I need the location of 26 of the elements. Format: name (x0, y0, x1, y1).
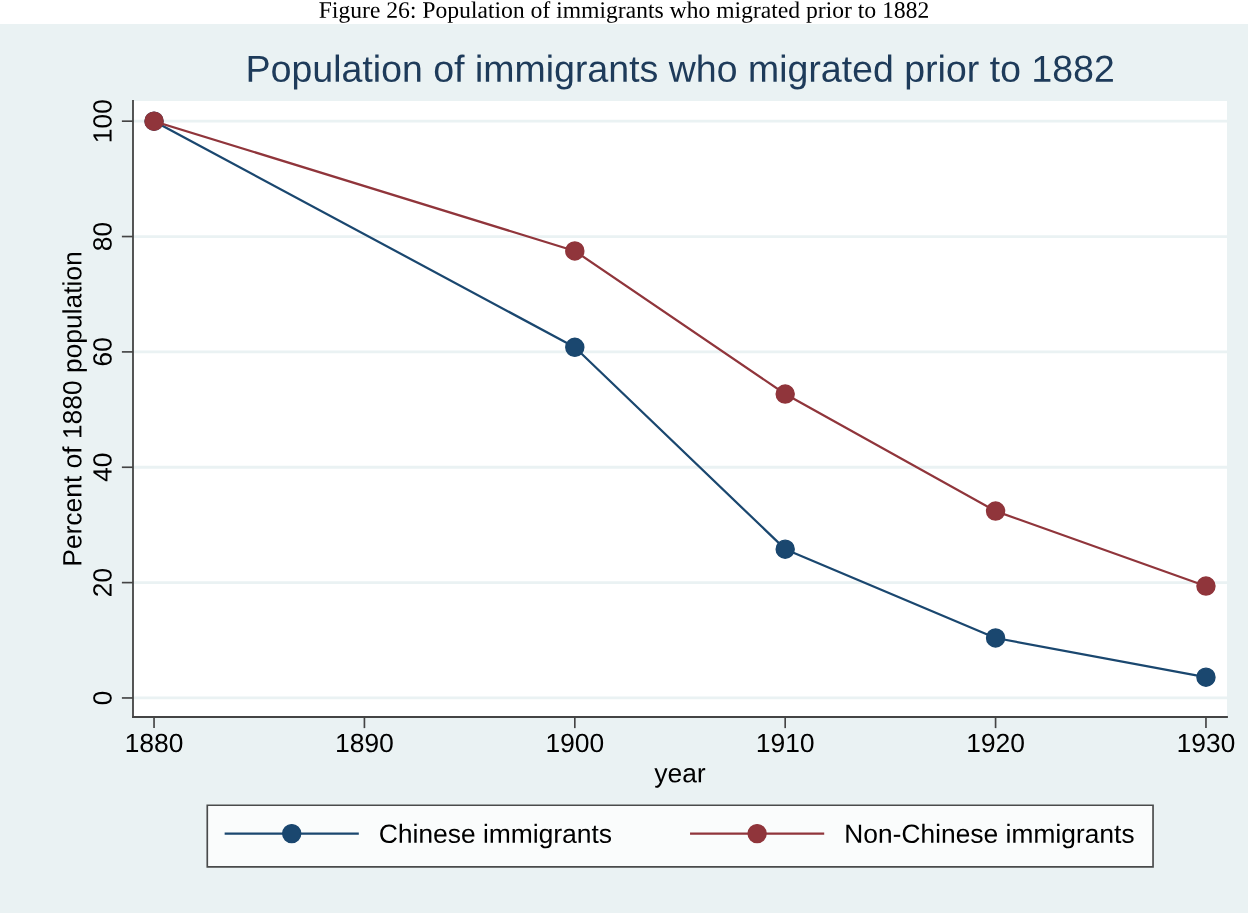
y-tick-label: 20 (93, 568, 112, 596)
point (565, 241, 585, 261)
point (775, 384, 795, 404)
point (775, 539, 795, 559)
x-axis-title: year (654, 768, 706, 788)
y-tick-label: 40 (93, 453, 112, 482)
y-tick-label: 100 (93, 100, 112, 142)
point (1196, 667, 1216, 687)
x-tick-label: 1920 (968, 733, 1024, 753)
y-tick-label: 0 (93, 691, 112, 705)
point (565, 337, 585, 358)
x-tick-label: 1900 (547, 733, 604, 753)
point (1196, 576, 1216, 596)
caption: Figure 26: Population of immigrants who migrated prior to 1882 (319, 1, 928, 23)
x-tick-label: 1880 (126, 733, 183, 753)
point (985, 501, 1006, 521)
legend-label: Non-Chinese immigrants (846, 823, 1134, 849)
point (985, 628, 1006, 648)
y-tick-label: 60 (93, 338, 112, 366)
x-tick-label: 1890 (337, 733, 393, 753)
legend-label: Chinese immigrants (380, 823, 612, 849)
x-tick-label: 1930 (1178, 733, 1235, 753)
chart-title: Population of immigrants who migrated prior to 1882 (248, 54, 1113, 90)
y-tick-label: 80 (93, 222, 112, 251)
y-axis-title: Percent of 1880 population (62, 252, 87, 565)
x-tick-label: 1910 (757, 733, 814, 753)
